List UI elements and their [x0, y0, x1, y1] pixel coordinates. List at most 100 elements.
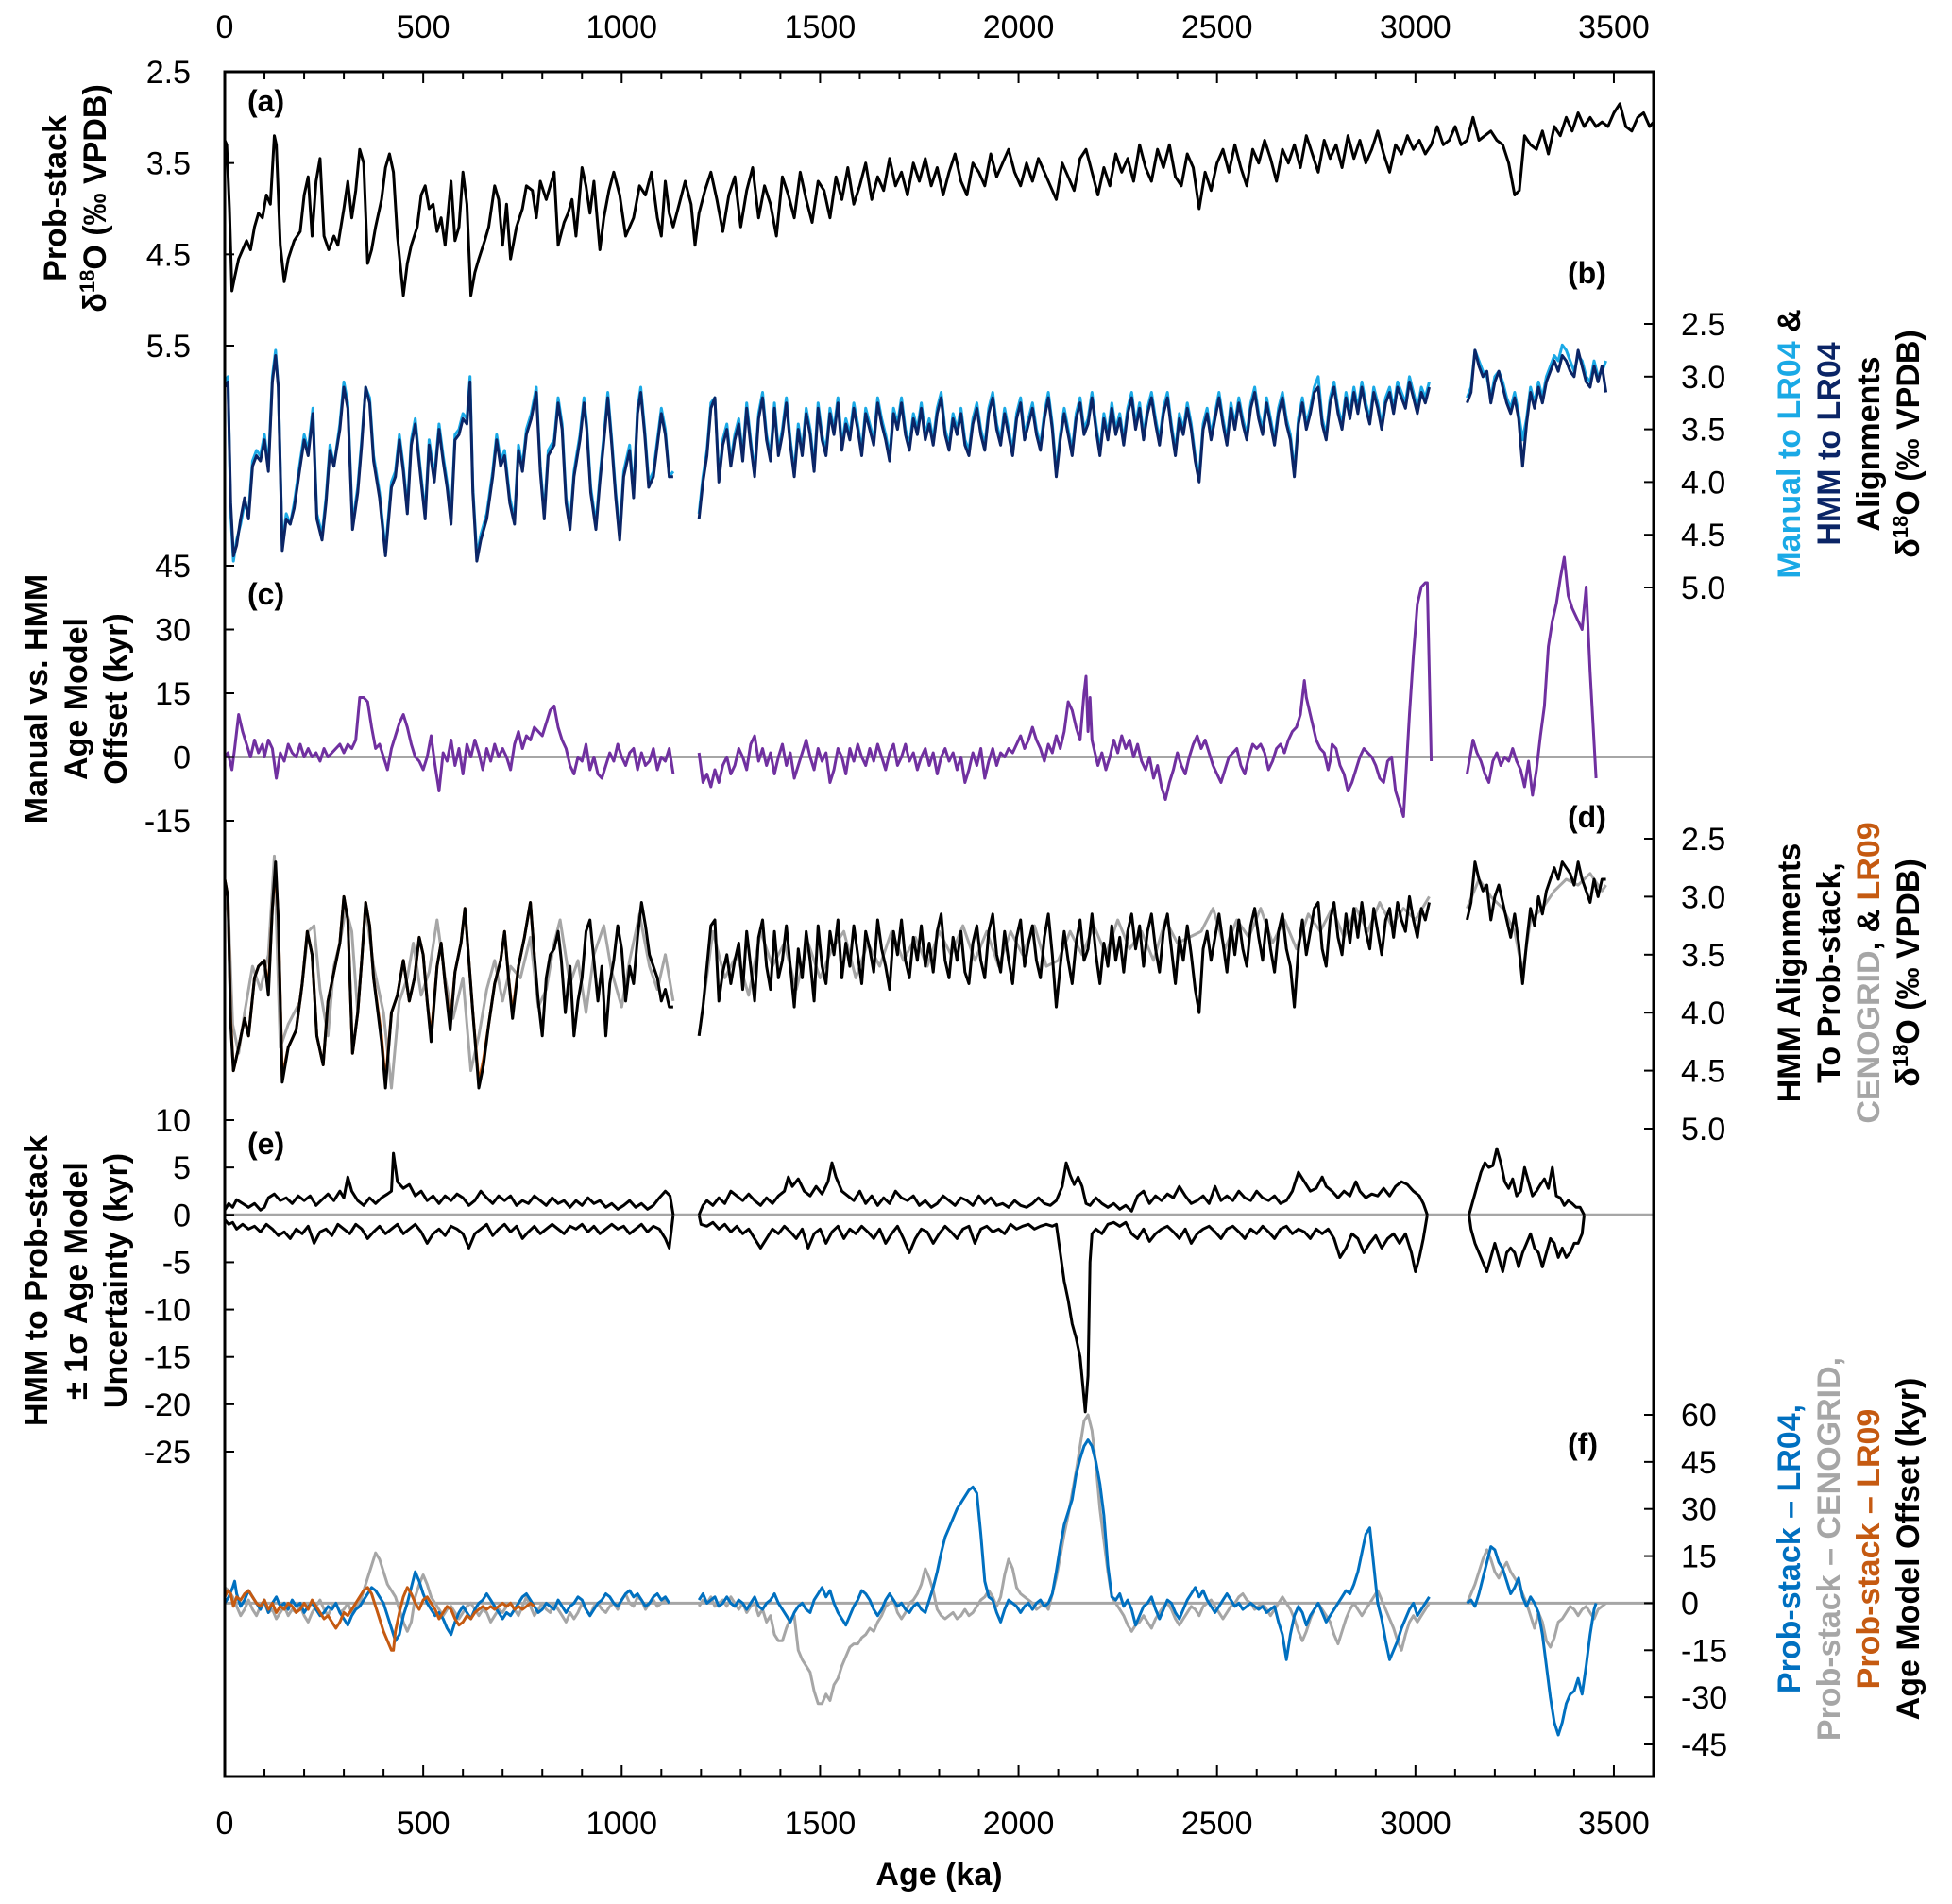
y-axis-title-f-line3: Age Model Offset (kyr) [1891, 1378, 1927, 1721]
x-tick-label-top: 0 [216, 9, 234, 45]
y-tick-label-d: 4.0 [1681, 995, 1725, 1031]
y-tick-label-c: -15 [144, 804, 191, 840]
y-axis-title-b-line3: δ18O (‰ VPDB) [1889, 330, 1927, 558]
y-tick-label-a: 3.5 [146, 146, 191, 182]
y-tick-label-e: -10 [144, 1293, 191, 1329]
x-tick-label-bottom: 2500 [1181, 1806, 1253, 1842]
series-d-hmm-to-prob-stack-seg2 [1466, 860, 1606, 985]
y-tick-label-f: -30 [1681, 1680, 1727, 1716]
y-axis-title-a-line1: δ18O (‰ VPDB) [76, 84, 113, 313]
x-tick-label-bottom: 2000 [983, 1806, 1055, 1842]
y-tick-label-a: 4.5 [146, 237, 191, 273]
labels-layer: 0050050010001000150015002000200025002500… [19, 9, 1927, 1893]
series-f-prob-stack-lr04-seg0 [223, 1570, 670, 1642]
y-axis-title-e-line1: ± 1σ Age Model [59, 1162, 94, 1400]
x-tick-label-top: 2000 [983, 9, 1055, 45]
series-f-prob-stack-lr09-seg0 [223, 1586, 535, 1652]
x-tick-label-bottom: 500 [397, 1806, 450, 1842]
y-tick-label-d: 3.5 [1681, 938, 1725, 974]
series-b-hmm-to-lr04-seg2 [1466, 348, 1608, 468]
series-e--1--seg1 [697, 1161, 1429, 1216]
y-tick-label-b: 3.0 [1681, 360, 1725, 396]
series-c-manual-vs-hmm-age-model-offset-seg2 [1466, 555, 1598, 797]
y-tick-label-f: 60 [1681, 1398, 1717, 1434]
y-tick-label-c: 15 [155, 676, 191, 712]
y-tick-label-d: 4.5 [1681, 1054, 1725, 1090]
series-f-prob-stack-cenogrid-seg2 [1466, 1548, 1607, 1649]
x-tick-label-top: 3500 [1578, 9, 1650, 45]
y-tick-label-a: 5.5 [146, 329, 191, 365]
series-layer [223, 102, 1655, 1737]
y-tick-label-b: 5.0 [1681, 570, 1725, 606]
y-axis-title-b-line1: HMM to LR04 [1811, 342, 1847, 545]
series-d-hmm-to-prob-stack-seg0 [223, 860, 673, 1090]
panel-label-b: (b) [1568, 256, 1606, 290]
y-axis-title-f-line0: Prob-stack – LR04, [1772, 1404, 1808, 1693]
y-tick-label-f: 30 [1681, 1492, 1717, 1528]
x-axis-title: Age (ka) [875, 1857, 1002, 1893]
y-tick-label-d: 3.0 [1681, 879, 1725, 915]
y-axis-title-d-line1: To Prob-stack, [1811, 862, 1847, 1083]
y-tick-label-e: -20 [144, 1387, 191, 1423]
y-tick-label-f: -15 [1681, 1633, 1727, 1669]
y-tick-label-d: 5.0 [1681, 1112, 1725, 1148]
x-tick-label-top: 2500 [1181, 9, 1253, 45]
y-tick-label-b: 3.5 [1681, 413, 1725, 449]
y-axis-title-c-line0: Manual vs. HMM [19, 574, 55, 824]
y-tick-label-b: 4.0 [1681, 465, 1725, 501]
y-tick-label-c: 0 [173, 740, 191, 776]
x-tick-label-bottom: 0 [216, 1806, 234, 1842]
series-f-prob-stack-cenogrid-seg1 [697, 1413, 1431, 1706]
y-axis-title-b-line2: Alignments [1851, 356, 1887, 531]
x-tick-label-top: 500 [397, 9, 450, 45]
y-axis-title-d-line2: CENOGRID, & LR09 [1851, 822, 1887, 1123]
y-tick-label-f: -45 [1681, 1727, 1727, 1763]
y-tick-label-e: -15 [144, 1340, 191, 1376]
y-axis-title-f-line2: Prob-stack – LR09 [1851, 1409, 1887, 1690]
series-e--1--seg0 [223, 1215, 675, 1250]
series-e--1--seg0 [223, 1151, 675, 1216]
y-tick-label-e: 5 [173, 1150, 191, 1186]
y-axis-title-c-line1: Age Model [59, 618, 94, 780]
y-axis-title-a-line0: Prob-stack [38, 115, 74, 281]
x-tick-label-bottom: 3500 [1578, 1806, 1650, 1842]
y-tick-label-e: -5 [162, 1245, 191, 1281]
series-d-hmm-to-cenogrid-seg0 [223, 854, 675, 1090]
y-tick-label-f: 45 [1681, 1445, 1717, 1481]
panel-label-e: (e) [247, 1127, 284, 1161]
series-e--1--seg1 [697, 1214, 1429, 1414]
y-axis-title-c-line2: Offset (kyr) [98, 613, 134, 784]
y-tick-label-d: 2.5 [1681, 822, 1725, 858]
series-c-manual-vs-hmm-age-model-offset-seg0 [223, 696, 675, 792]
y-axis-title-e-line2: Uncertainty (kyr) [98, 1153, 134, 1408]
series-b-hmm-to-lr04-seg1 [697, 380, 1431, 519]
series-c-manual-vs-hmm-age-model-offset-seg1 [697, 581, 1434, 818]
y-tick-label-a: 2.5 [146, 55, 191, 91]
y-axis-title-d-line3: δ18O (‰ VPDB) [1889, 858, 1927, 1087]
x-tick-label-bottom: 3000 [1380, 1806, 1451, 1842]
y-tick-label-c: 45 [155, 549, 191, 585]
y-axis-title-e-line0: HMM to Prob-stack [19, 1135, 55, 1426]
y-tick-label-e: 0 [173, 1198, 191, 1233]
y-axis-title-f-line1: Prob-stack – CENOGRID, [1811, 1357, 1847, 1741]
series-e--1--seg2 [1468, 1147, 1586, 1216]
x-tick-label-top: 3000 [1380, 9, 1451, 45]
x-tick-label-bottom: 1000 [586, 1806, 657, 1842]
x-tick-label-bottom: 1500 [785, 1806, 857, 1842]
series-e--1--seg2 [1468, 1215, 1586, 1273]
panel-label-c: (c) [247, 577, 284, 611]
y-tick-label-e: -25 [144, 1435, 191, 1470]
series-f-prob-stack-cenogrid-seg0 [224, 1551, 670, 1633]
series-f-prob-stack-lr04-seg1 [697, 1438, 1431, 1661]
panel-label-f: (f) [1568, 1427, 1598, 1461]
series-d-hmm-to-prob-stack-seg1 [697, 894, 1431, 1037]
y-tick-label-f: 15 [1681, 1539, 1717, 1575]
y-tick-label-b: 4.5 [1681, 518, 1725, 553]
y-axis-title-b-line0: Manual to LR04 & [1772, 309, 1808, 578]
series-a-prob-stack-seg0 [223, 102, 1655, 298]
series-f-prob-stack-lr04-seg2 [1466, 1545, 1598, 1737]
series-d-hmm-to-cenogrid-seg1 [697, 895, 1431, 1036]
y-tick-label-b: 2.5 [1681, 307, 1725, 343]
y-tick-label-f: 0 [1681, 1586, 1699, 1622]
